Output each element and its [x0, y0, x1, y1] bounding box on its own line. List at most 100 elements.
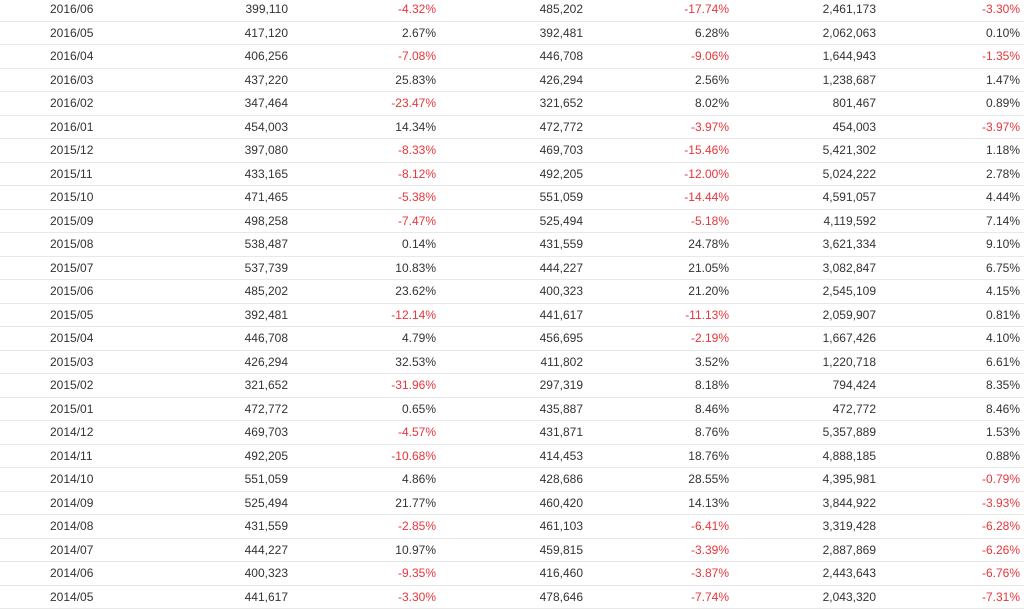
month-cell: 2014/08 [50, 515, 93, 538]
change-cell-3: 0.88% [986, 445, 1020, 468]
value-cell-2: 416,460 [540, 562, 583, 585]
value-cell-2: 411,802 [541, 351, 584, 374]
value-cell-1: 441,617 [245, 586, 288, 609]
month-cell: 2015/11 [50, 163, 93, 186]
change-cell-3: 0.89% [986, 92, 1020, 115]
change-cell-2: 24.78% [688, 233, 729, 256]
value-cell-1: 417,120 [245, 22, 288, 45]
value-cell-3: 5,357,889 [823, 421, 876, 444]
month-cell: 2016/01 [50, 116, 93, 139]
change-cell-3: 1.53% [986, 421, 1020, 444]
change-cell-3: 0.10% [986, 22, 1020, 45]
change-cell-1: -4.57% [398, 421, 436, 444]
change-cell-3: -3.30% [982, 0, 1020, 21]
change-cell-1: 23.62% [395, 280, 436, 303]
value-cell-1: 347,464 [245, 92, 288, 115]
value-cell-1: 437,220 [245, 69, 288, 92]
change-cell-1: -8.12% [398, 163, 436, 186]
month-cell: 2015/07 [50, 257, 93, 280]
value-cell-2: 525,494 [540, 210, 583, 233]
value-cell-3: 472,772 [833, 398, 876, 421]
change-cell-2: 21.20% [688, 280, 729, 303]
value-cell-1: 454,003 [245, 116, 288, 139]
change-cell-2: 6.28% [695, 22, 729, 45]
month-cell: 2015/05 [50, 304, 93, 327]
change-cell-1: -4.32% [398, 0, 436, 21]
value-cell-3: 2,887,869 [823, 539, 876, 562]
value-cell-1: 426,294 [245, 351, 288, 374]
month-cell: 2016/05 [50, 22, 93, 45]
change-cell-3: -1.35% [982, 45, 1020, 68]
value-cell-2: 435,887 [540, 398, 583, 421]
change-cell-1: 2.67% [402, 22, 436, 45]
value-cell-2: 426,294 [540, 69, 583, 92]
change-cell-2: -6.41% [691, 515, 729, 538]
month-cell: 2015/12 [50, 139, 93, 162]
value-cell-2: 551,059 [540, 186, 583, 209]
value-cell-3: 2,545,109 [823, 280, 876, 303]
change-cell-3: 4.15% [986, 280, 1020, 303]
change-cell-2: 14.13% [688, 492, 729, 515]
value-cell-1: 492,205 [245, 445, 288, 468]
change-cell-3: 1.47% [986, 69, 1020, 92]
value-cell-3: 2,059,907 [823, 304, 876, 327]
change-cell-3: -6.76% [982, 562, 1020, 585]
change-cell-1: -8.33% [398, 139, 436, 162]
change-cell-3: -3.93% [982, 492, 1020, 515]
change-cell-3: -6.28% [982, 515, 1020, 538]
change-cell-2: 8.02% [695, 92, 729, 115]
change-cell-3: 8.35% [986, 374, 1020, 397]
change-cell-2: -15.46% [684, 139, 729, 162]
month-cell: 2015/04 [50, 327, 93, 350]
value-cell-3: 1,644,943 [823, 45, 876, 68]
change-cell-1: 14.34% [395, 116, 436, 139]
change-cell-1: -10.68% [391, 445, 436, 468]
value-cell-1: 400,323 [245, 562, 288, 585]
value-cell-3: 4,591,057 [823, 186, 876, 209]
change-cell-3: 4.44% [986, 186, 1020, 209]
change-cell-2: 2.56% [695, 69, 729, 92]
value-cell-2: 459,815 [540, 539, 583, 562]
value-cell-1: 321,652 [245, 374, 288, 397]
month-cell: 2015/10 [50, 186, 93, 209]
value-cell-1: 538,487 [245, 233, 288, 256]
value-cell-1: 406,256 [245, 45, 288, 68]
value-cell-2: 461,103 [540, 515, 583, 538]
value-cell-3: 2,043,320 [823, 586, 876, 609]
month-cell: 2015/06 [50, 280, 93, 303]
value-cell-2: 321,652 [540, 92, 583, 115]
month-cell: 2014/10 [50, 468, 93, 491]
value-cell-3: 801,467 [833, 92, 876, 115]
change-cell-2: -5.18% [691, 210, 729, 233]
change-cell-3: 9.10% [986, 233, 1020, 256]
value-cell-3: 1,667,426 [823, 327, 876, 350]
change-cell-3: 0.81% [986, 304, 1020, 327]
value-cell-2: 485,202 [540, 0, 583, 21]
change-cell-2: -2.19% [691, 327, 729, 350]
value-cell-2: 431,871 [540, 421, 583, 444]
change-cell-3: -7.31% [982, 586, 1020, 609]
value-cell-1: 433,165 [245, 163, 288, 186]
change-cell-3: 6.61% [986, 351, 1020, 374]
value-cell-1: 397,080 [245, 139, 288, 162]
value-cell-2: 472,772 [540, 116, 583, 139]
change-cell-3: 1.18% [986, 139, 1020, 162]
month-cell: 2016/06 [50, 0, 93, 21]
change-cell-2: -12.00% [684, 163, 729, 186]
